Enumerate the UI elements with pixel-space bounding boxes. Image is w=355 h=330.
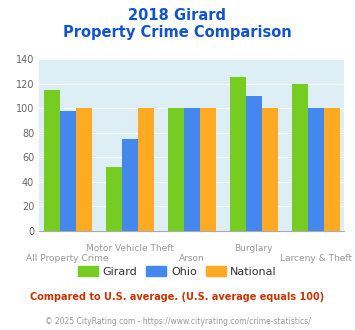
Text: Burglary: Burglary [234, 245, 273, 253]
Text: Motor Vehicle Theft: Motor Vehicle Theft [86, 245, 174, 253]
Bar [44, 90, 60, 231]
Bar [168, 109, 184, 231]
Text: Compared to U.S. average. (U.S. average equals 100): Compared to U.S. average. (U.S. average … [31, 292, 324, 302]
Text: Property Crime Comparison: Property Crime Comparison [63, 25, 292, 40]
Text: © 2025 CityRating.com - https://www.cityrating.com/crime-statistics/: © 2025 CityRating.com - https://www.city… [45, 317, 310, 326]
Bar [324, 109, 340, 231]
Text: All Property Crime: All Property Crime [26, 254, 109, 263]
Text: 2018 Girard: 2018 Girard [129, 8, 226, 23]
Text: Arson: Arson [179, 254, 204, 263]
Bar [60, 111, 76, 231]
Bar [262, 109, 278, 231]
Bar [292, 84, 308, 231]
Bar [200, 109, 215, 231]
Bar [106, 167, 122, 231]
Bar [122, 139, 138, 231]
Bar [308, 109, 324, 231]
Text: Larceny & Theft: Larceny & Theft [280, 254, 352, 263]
Bar [246, 96, 262, 231]
Bar [230, 77, 246, 231]
Bar [184, 109, 200, 231]
Legend: Girard, Ohio, National: Girard, Ohio, National [74, 261, 281, 281]
Bar [138, 109, 154, 231]
Bar [76, 109, 92, 231]
